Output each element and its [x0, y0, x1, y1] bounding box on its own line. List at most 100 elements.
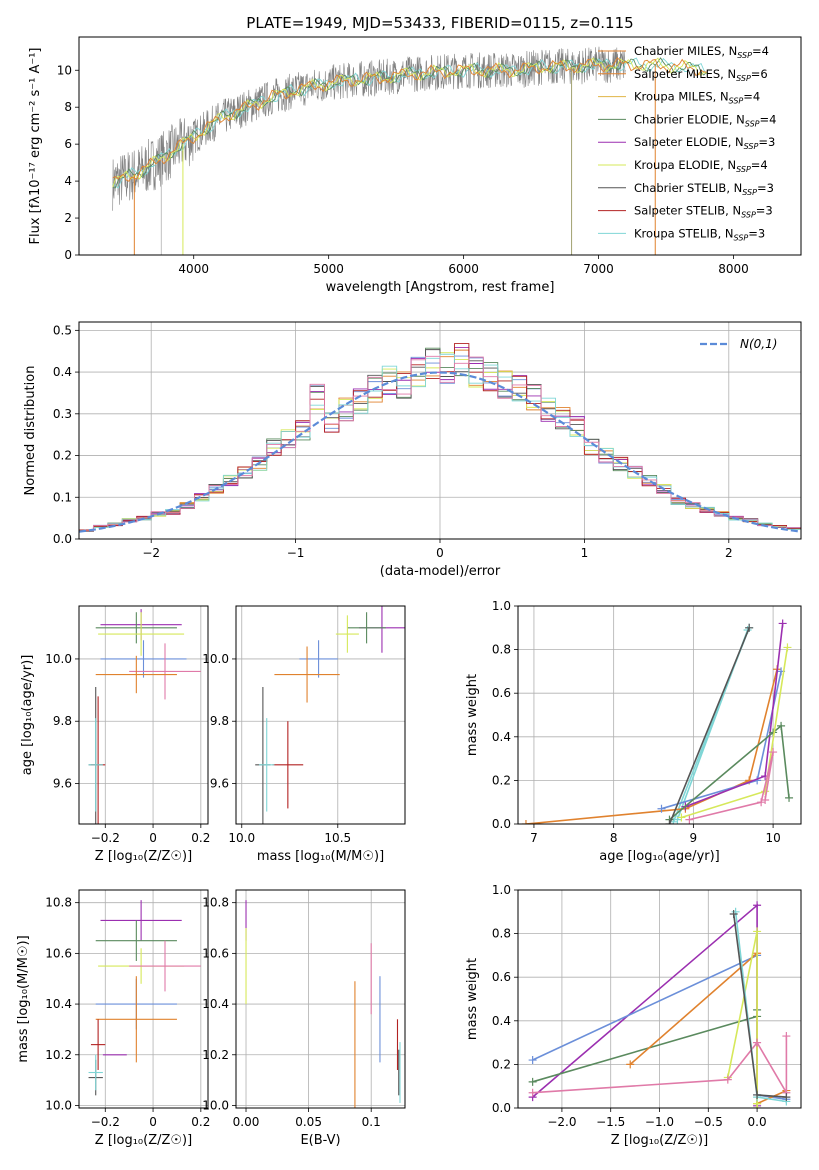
model-spectrum-line [112, 57, 707, 189]
legend-label: Chabrier STELIB, NSSP=3 [634, 181, 774, 197]
x-tick-label: 10.0 [228, 831, 255, 845]
weight-Z-plot-area [528, 901, 791, 1108]
y-tick-label: 10.6 [202, 946, 229, 960]
x-tick-label: −0.2 [91, 1115, 120, 1129]
x-tick-label: 7000 [583, 262, 614, 276]
y-tick-label: 10.4 [202, 997, 229, 1011]
legend-label: Chabrier MILES, NSSP=4 [634, 44, 769, 60]
mass-EBV-plot-area [245, 900, 401, 1108]
weight-marker [528, 1077, 537, 1086]
x-tick-label: 0.1 [362, 1115, 381, 1129]
y-tick-label: 9.8 [210, 714, 229, 728]
x-axis-label: Z [log₁₀(Z/Z☉)] [611, 1133, 708, 1148]
weight-age-panel: 7 8 9 10 0.0 0.2 0.4 0.6 0.8 1.0 age [log₁₀(age/yr… [465, 599, 802, 864]
weight-age-plot-area [521, 619, 794, 824]
weight-marker [753, 1038, 762, 1047]
weight-marker [753, 1104, 762, 1108]
x-tick-label: 7 [530, 831, 538, 845]
x-axis-label: age [log₁₀(age/yr)] [599, 849, 720, 864]
x-tick-label: 0.2 [191, 831, 210, 845]
data-spectrum-line [112, 46, 626, 211]
weight-marker [778, 619, 787, 628]
x-tick-label: 5000 [313, 262, 344, 276]
model-spectrum-line [112, 56, 707, 182]
x-tick-label: −0.5 [694, 1115, 723, 1129]
x-tick-label: −0.2 [91, 831, 120, 845]
age-Z-panel: −0.2 0 0.2 9.6 9.8 10.0 Z [log₁₀(Z/Z☉)] age [lo… [20, 605, 210, 864]
weight-marker [782, 1093, 791, 1102]
axes-frame [78, 36, 802, 256]
y-tick-label: 1.0 [492, 883, 511, 897]
y-tick-label: 0.1 [53, 490, 72, 504]
y-tick-label: 10.4 [45, 997, 72, 1011]
weight-marker [745, 623, 754, 632]
weight-marker [665, 820, 674, 824]
x-axis-label: mass [log₁₀(M/M☉)] [257, 849, 384, 864]
x-tick-label: 0.0 [748, 1115, 767, 1129]
y-tick-label: 10.0 [45, 1098, 72, 1112]
legend-label: Salpeter MILES, NSSP=6 [634, 67, 768, 83]
weight-line [668, 724, 790, 821]
weight-marker [785, 793, 794, 802]
x-axis-label: wavelength [Angstrom, rest frame] [326, 280, 555, 295]
mass-Z-panel: −0.2 0 0.2 10.0 10.2 10.4 10.6 10.8 Z [log₁₀(Z/Z… [16, 889, 210, 1148]
x-tick-label: 4000 [178, 262, 209, 276]
x-tick-label: 10.5 [324, 831, 351, 845]
y-tick-label: 0 [64, 248, 72, 262]
y-tick-label: 8 [64, 100, 72, 114]
y-tick-label: 4 [64, 174, 72, 188]
weight-marker [753, 1090, 762, 1099]
axes-frame [517, 889, 802, 1109]
y-axis-label: age [log₁₀(age/yr)] [20, 655, 35, 776]
weight-marker [729, 909, 738, 918]
y-tick-label: 0.8 [492, 927, 511, 941]
axes-frame [235, 605, 406, 825]
x-tick-label: 0 [436, 546, 444, 560]
y-tick-label: 0.5 [53, 323, 72, 337]
residuals-plot-area [79, 343, 801, 539]
weight-line [525, 669, 778, 824]
axes-frame [517, 605, 802, 825]
x-tick-label: 9 [690, 831, 698, 845]
y-tick-label: 6 [64, 137, 72, 151]
legend-label: N(0,1) [740, 337, 777, 351]
y-tick-label: 0.0 [53, 532, 72, 546]
x-axis-label: Z [log₁₀(Z/Z☉)] [95, 849, 192, 864]
y-axis-label: Flux [fλ10⁻¹⁷ erg cm⁻² s⁻¹ A⁻¹] [28, 48, 43, 245]
legend: Chabrier MILES, NSSP=4 Salpeter MILES, NS… [598, 44, 776, 242]
x-tick-label: −1.5 [596, 1115, 625, 1129]
x-axis-label: E(B-V) [300, 1133, 340, 1148]
gaussian-curve [79, 371, 801, 533]
histogram-step [79, 355, 801, 539]
y-axis-label: Normed distribution [23, 366, 38, 496]
y-tick-label: 0.4 [53, 365, 72, 379]
y-tick-label: 9.6 [53, 777, 72, 791]
y-tick-label: 1.0 [492, 599, 511, 613]
y-axis-label: mass [log₁₀(M/M☉)] [16, 935, 31, 1062]
legend-label: Chabrier ELODIE, NSSP=4 [634, 112, 776, 128]
y-tick-label: 0.4 [492, 1014, 511, 1028]
y-tick-label: 0.4 [492, 730, 511, 744]
weight-marker [783, 643, 792, 652]
weight-marker [782, 1032, 791, 1041]
y-tick-label: 0.2 [492, 1057, 511, 1071]
axes-frame [78, 321, 802, 540]
y-tick-label: 0.6 [492, 970, 511, 984]
y-tick-label: 0.0 [492, 817, 511, 831]
weight-marker [657, 804, 666, 813]
x-axis-label: Z [log₁₀(Z/Z☉)] [95, 1133, 192, 1148]
weight-marker [685, 815, 694, 824]
x-tick-label: 0.05 [295, 1115, 322, 1129]
legend-label: Kroupa ELODIE, NSSP=4 [634, 158, 768, 174]
legend-label: Salpeter ELODIE, NSSP=3 [634, 135, 775, 151]
weight-Z-panel: −2.0 −1.5 −1.0 −0.5 0.0 0.0 0.2 0.4 0.6 0.8 1.0 Z [… [465, 883, 802, 1148]
x-tick-label: 0 [149, 1115, 157, 1129]
model-spectrum-line [112, 57, 707, 189]
spectrum-plot-area [112, 46, 707, 255]
weight-marker [521, 820, 530, 824]
y-tick-label: 0.6 [492, 686, 511, 700]
y-axis-label: mass weight [465, 958, 480, 1040]
weight-marker [761, 796, 770, 805]
y-tick-label: 0.2 [53, 449, 72, 463]
